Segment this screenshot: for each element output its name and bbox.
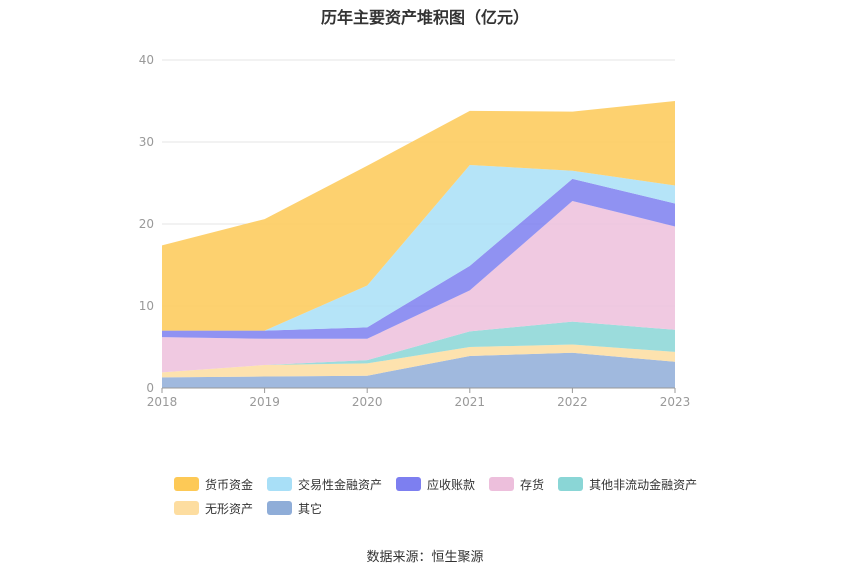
legend-swatch [558, 477, 584, 491]
chart-legend: 货币资金 交易性金融资产 应收账款 存货 其他非流动金融资产 无形资产 其它 [174, 472, 714, 520]
x-tick-label: 2020 [352, 395, 383, 409]
x-tick-label: 2023 [660, 395, 691, 409]
x-tick-label: 2021 [455, 395, 486, 409]
legend-swatch [174, 501, 199, 515]
x-tick-label: 2019 [249, 395, 280, 409]
area-series [162, 321, 675, 373]
legend-item[interactable]: 存货 [489, 476, 544, 493]
chart-title: 历年主要资产堆积图（亿元） [320, 8, 529, 27]
x-tick-label: 2018 [147, 395, 178, 409]
area-series [162, 201, 675, 373]
y-tick-label: 0 [146, 381, 154, 395]
legend-label: 无形资产 [205, 501, 254, 516]
legend-row: 无形资产 其它 [174, 496, 714, 520]
legend-label: 货币资金 [205, 477, 254, 492]
legend-item[interactable]: 其它 [267, 500, 322, 517]
legend-label: 其它 [298, 501, 323, 516]
legend-swatch [489, 477, 515, 491]
legend-swatch [267, 477, 293, 491]
data-source-note: 数据来源：恒生聚源 [366, 550, 484, 565]
x-tick-label: 2022 [557, 395, 588, 409]
legend-swatch [267, 501, 293, 515]
area-series [162, 164, 675, 331]
legend-label: 交易性金融资产 [298, 477, 383, 492]
area-series [162, 352, 675, 388]
legend-swatch [396, 477, 422, 491]
y-tick-label: 20 [139, 217, 154, 231]
legend-item[interactable]: 其他非流动金融资产 [558, 476, 697, 493]
legend-swatch [174, 477, 199, 491]
legend-item[interactable]: 无形资产 [174, 500, 253, 517]
legend-item[interactable]: 交易性金融资产 [267, 476, 382, 493]
y-tick-label: 10 [139, 299, 154, 313]
y-tick-label: 40 [139, 53, 154, 67]
legend-label: 应收账款 [427, 477, 476, 492]
area-series [162, 178, 675, 339]
legend-label: 存货 [520, 477, 545, 492]
y-tick-label: 30 [139, 135, 154, 149]
area-series [162, 344, 675, 378]
area-series [162, 101, 675, 331]
legend-item[interactable]: 货币资金 [174, 476, 253, 493]
legend-row: 货币资金 交易性金融资产 应收账款 存货 其他非流动金融资产 [174, 472, 714, 496]
legend-label: 其他非流动金融资产 [589, 477, 698, 492]
legend-item[interactable]: 应收账款 [396, 476, 475, 493]
